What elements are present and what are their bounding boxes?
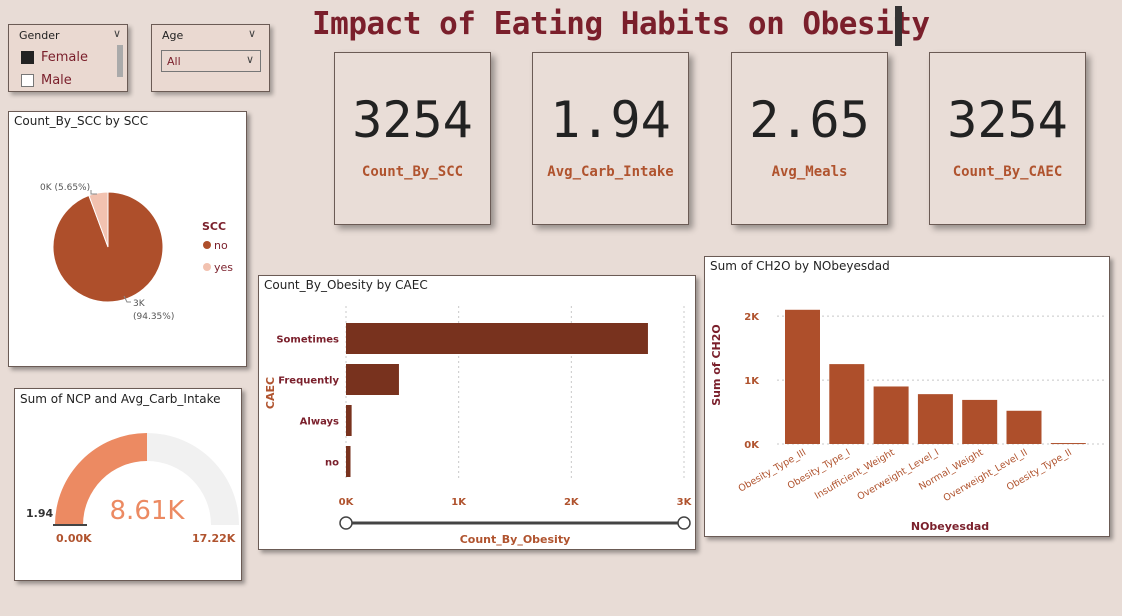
age-slicer[interactable]: Age ∨ All ∨ [151, 24, 270, 92]
kpi-card-avg-meals[interactable]: 2.65 Avg_Meals [731, 52, 888, 225]
pie-label-yes: 0K (5.65%) [40, 183, 90, 193]
text-cursor [895, 6, 902, 46]
pie-leader-no [123, 295, 131, 303]
y-tick-label: 2K [744, 312, 760, 323]
caec-bar-chart-panel[interactable]: Count_By_Obesity by CAEC Sometimes Freque… [258, 275, 696, 550]
gauge-min-label: 0.00K [56, 532, 92, 545]
bar[interactable] [346, 446, 351, 477]
age-dropdown[interactable]: All ∨ [161, 50, 261, 72]
checkbox-checked-icon[interactable] [21, 51, 34, 64]
gauge-max-label: 17.22K [192, 532, 236, 545]
bar[interactable] [346, 323, 648, 354]
pie-chart: 0K (5.65%) 3K (94.35%) SCC no yes [40, 183, 233, 322]
bar[interactable] [346, 405, 352, 436]
pie-pct-label-no: (94.35%) [133, 312, 174, 322]
age-dropdown-value: All [167, 55, 181, 68]
y-axis-title: CAEC [264, 377, 277, 409]
gender-option-label: Female [41, 50, 89, 65]
pie-slice-yes[interactable] [88, 191, 109, 248]
x-axis-title: NObeyesdad [911, 520, 989, 533]
legend-marker-no [203, 241, 211, 249]
gender-slicer[interactable]: Gender ∨ Female Male [8, 24, 128, 92]
pie-chart-panel[interactable]: Count_By_SCC by SCC 0K (5.65%) 3K (94.35… [8, 111, 247, 367]
slicer-scrollbar[interactable] [117, 45, 123, 77]
page-title: Impact of Eating Habits on Obesity [312, 6, 930, 42]
y-category-label: Sometimes [276, 335, 339, 346]
chevron-down-icon: ∨ [246, 53, 255, 66]
gauge-value-arc[interactable] [55, 433, 147, 525]
x-tick-label: 1K [451, 497, 467, 508]
y-tick-label: 0K [744, 440, 760, 451]
kpi-card-avg-carb-intake[interactable]: 1.94 Avg_Carb_Intake [532, 52, 689, 225]
range-slider-handle-left[interactable] [339, 516, 353, 530]
y-axis-title: Sum of CH2O [710, 324, 723, 406]
chart-title: Sum of NCP and Avg_Carb_Intake [20, 392, 221, 406]
y-tick-label: 1K [744, 376, 760, 387]
gauge-value: 8.61K [110, 496, 186, 526]
gender-slicer-label: Gender [19, 29, 60, 42]
pie-leader-yes [90, 190, 97, 195]
kpi-value: 3254 [947, 91, 1068, 149]
kpi-label: Count_By_CAEC [952, 164, 1063, 180]
legend-title: SCC [202, 220, 226, 233]
y-category-label: Frequently [278, 376, 339, 387]
bar[interactable] [1006, 410, 1042, 444]
chevron-down-icon[interactable]: ∨ [248, 27, 257, 40]
kpi-value: 3254 [352, 91, 473, 149]
gauge-target-label: 1.94 [26, 507, 53, 520]
kpi-label: Avg_Meals [771, 164, 848, 180]
kpi-label: Count_By_SCC [361, 164, 464, 180]
x-category-label: Overweight_Level_II [942, 447, 1030, 504]
bar[interactable] [346, 364, 399, 395]
caec-bar-chart: Sometimes Frequently Always no 0K 1K 2K 3K CAE… [264, 306, 693, 546]
ch2o-bar-chart-panel[interactable]: Sum of CH2O by NObeyesdad 0K 1K 2K Obesity… [704, 256, 1110, 537]
bar[interactable] [829, 364, 865, 444]
chart-title: Sum of CH2O by NObeyesdad [710, 259, 890, 273]
bar[interactable] [962, 399, 998, 444]
chart-title: Count_By_SCC by SCC [14, 114, 149, 128]
range-slider-handle-right[interactable] [677, 516, 691, 530]
legend-item-yes[interactable]: yes [214, 261, 233, 274]
x-category-label: Overweight_Level_I [855, 447, 940, 503]
bar[interactable] [1050, 443, 1086, 445]
chevron-down-icon[interactable]: ∨ [113, 27, 122, 40]
x-tick-label: 3K [677, 497, 693, 508]
gauge-chart: 8.61K 1.94 0.00K 17.22K [26, 433, 239, 545]
y-category-label: no [325, 458, 339, 469]
kpi-card-count-by-scc[interactable]: 3254 Count_By_SCC [334, 52, 491, 225]
checkbox-unchecked-icon[interactable] [21, 74, 34, 87]
gender-option-label: Male [41, 73, 72, 88]
kpi-card-count-by-caec[interactable]: 3254 Count_By_CAEC [929, 52, 1086, 225]
kpi-value: 1.94 [550, 91, 671, 149]
x-tick-label: 2K [564, 497, 580, 508]
age-slicer-label: Age [162, 29, 184, 42]
chart-title: Count_By_Obesity by CAEC [264, 278, 428, 292]
legend-item-no[interactable]: no [214, 239, 228, 252]
pie-label-no: 3K [133, 299, 146, 309]
kpi-value: 2.65 [749, 91, 870, 149]
legend-marker-yes [203, 263, 211, 271]
x-axis-title: Count_By_Obesity [460, 533, 571, 546]
kpi-label: Avg_Carb_Intake [547, 164, 674, 180]
x-tick-label: 0K [339, 497, 355, 508]
bar[interactable] [917, 394, 953, 444]
gauge-panel[interactable]: Sum of NCP and Avg_Carb_Intake 8.61K 1.9… [14, 388, 242, 581]
y-category-label: Always [300, 417, 339, 428]
bar[interactable] [873, 386, 909, 444]
bar[interactable] [785, 309, 820, 444]
